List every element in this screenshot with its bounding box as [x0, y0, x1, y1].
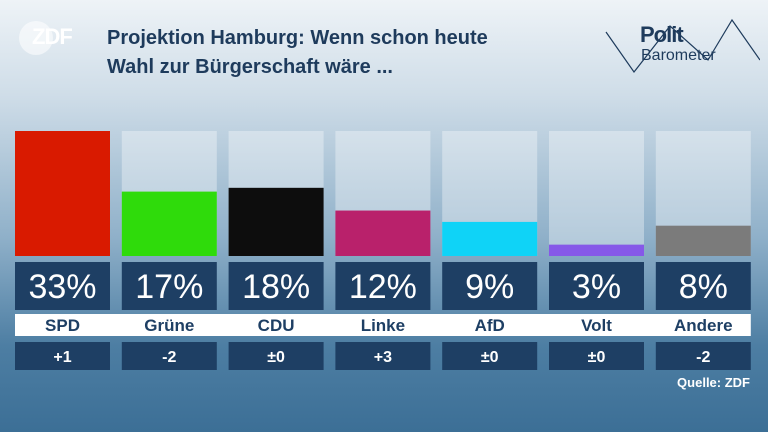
change-label: +3 — [374, 349, 392, 366]
change-label-box — [121, 342, 217, 370]
value-label-box — [228, 262, 324, 310]
change-label: +1 — [53, 349, 71, 366]
source-label: Quelle: ZDF — [677, 375, 750, 390]
value-label-box — [121, 262, 217, 310]
change-label-box — [15, 342, 110, 370]
change-label: -2 — [696, 349, 710, 366]
change-label-box — [655, 342, 751, 370]
bar — [655, 225, 751, 256]
value-label: 18% — [242, 268, 310, 306]
bar — [228, 187, 324, 256]
bar — [549, 244, 644, 256]
bar — [335, 210, 431, 256]
category-label: Volt — [581, 316, 612, 335]
value-label-box — [549, 262, 644, 310]
category-label: Linke — [361, 316, 405, 335]
change-label-box — [549, 342, 644, 370]
change-label-box — [442, 342, 538, 370]
bar — [121, 191, 217, 256]
bar — [15, 131, 110, 256]
value-label-box — [15, 262, 110, 310]
politbarometer-zigzag-icon — [605, 18, 760, 74]
title-line-1: Projektion Hamburg: Wenn schon heute — [107, 27, 488, 49]
value-label: 33% — [28, 268, 96, 306]
value-label: 3% — [572, 268, 621, 306]
title-line-2: Wahl zur Bürgerschaft wäre ... — [107, 56, 393, 78]
page-title: Projektion Hamburg: Wenn schon heute Wah… — [107, 24, 488, 82]
bar-track — [549, 131, 644, 256]
value-label: 9% — [465, 268, 514, 306]
brand-barometer: Barometer — [641, 47, 716, 64]
change-label: ±0 — [267, 349, 285, 366]
change-label: ±0 — [481, 349, 499, 366]
change-label-box — [228, 342, 324, 370]
bar — [442, 221, 538, 256]
value-label: 8% — [679, 268, 728, 306]
zdf-logo-text: ZDF — [32, 24, 73, 49]
value-label-box — [655, 262, 751, 310]
category-label: Grüne — [144, 316, 194, 335]
brand-polit: Polit — [640, 22, 684, 47]
category-label: AfD — [475, 316, 505, 335]
category-label: CDU — [258, 316, 295, 335]
category-label-strip — [15, 314, 751, 336]
category-label: SPD — [45, 316, 80, 335]
value-label: 12% — [349, 268, 417, 306]
category-label: Andere — [674, 316, 733, 335]
value-label-box — [335, 262, 431, 310]
change-label: ±0 — [588, 349, 606, 366]
zdf-logo-icon — [19, 21, 53, 55]
value-label-box — [442, 262, 538, 310]
change-label: -2 — [162, 349, 176, 366]
value-label: 17% — [135, 268, 203, 306]
change-label-box — [335, 342, 431, 370]
